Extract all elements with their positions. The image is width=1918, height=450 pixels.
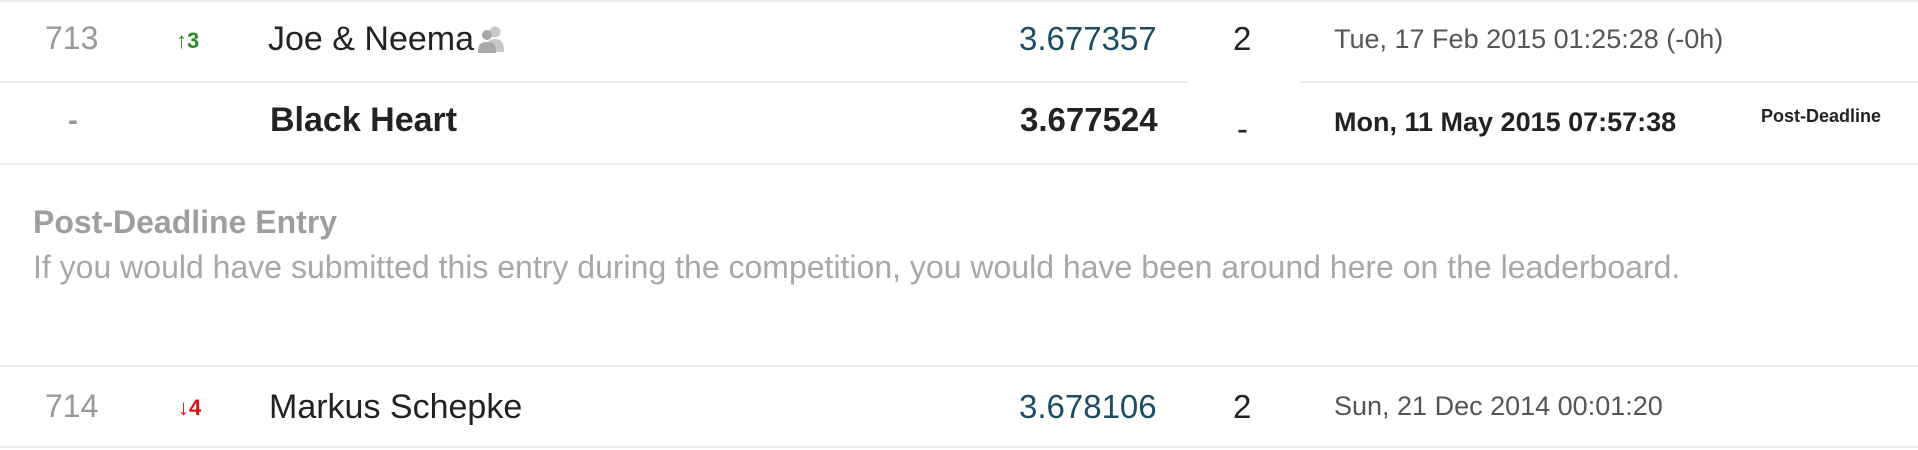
rank: 713 bbox=[45, 20, 99, 56]
team-name-link[interactable]: Markus Schepke bbox=[269, 388, 523, 426]
rank-change-down: ↓4 bbox=[178, 395, 202, 420]
team-name-link[interactable]: Joe & Neema bbox=[268, 20, 474, 58]
last-submission-date: Tue, 17 Feb 2015 01:25:28 (-0h) bbox=[1334, 24, 1724, 54]
score: 3.678106 bbox=[1019, 388, 1157, 425]
score: 3.677357 bbox=[1019, 20, 1157, 57]
rank: - bbox=[68, 104, 78, 137]
rank: 714 bbox=[45, 388, 99, 424]
post-deadline-title: Post-Deadline Entry bbox=[33, 204, 338, 240]
post-deadline-description: If you would have submitted this entry d… bbox=[33, 249, 1681, 285]
entries-count: - bbox=[1237, 110, 1248, 147]
score: 3.677524 bbox=[1020, 101, 1158, 138]
row-divider bbox=[0, 163, 1918, 165]
row-divider bbox=[0, 81, 1188, 83]
rank-change-up: ↑3 bbox=[176, 28, 200, 53]
row-divider bbox=[1300, 81, 1918, 83]
post-deadline-badge: Post-Deadline bbox=[1761, 106, 1882, 126]
team-name: Black Heart bbox=[270, 101, 458, 139]
entries-count: 2 bbox=[1233, 20, 1252, 57]
team-icon bbox=[478, 26, 504, 53]
submission-date: Mon, 11 May 2015 07:57:38 bbox=[1334, 107, 1677, 137]
row-divider bbox=[0, 365, 1918, 367]
last-submission-date: Sun, 21 Dec 2014 00:01:20 bbox=[1334, 391, 1663, 421]
entries-count: 2 bbox=[1233, 388, 1252, 425]
row-divider bbox=[0, 446, 1918, 448]
row-divider bbox=[0, 0, 1918, 2]
